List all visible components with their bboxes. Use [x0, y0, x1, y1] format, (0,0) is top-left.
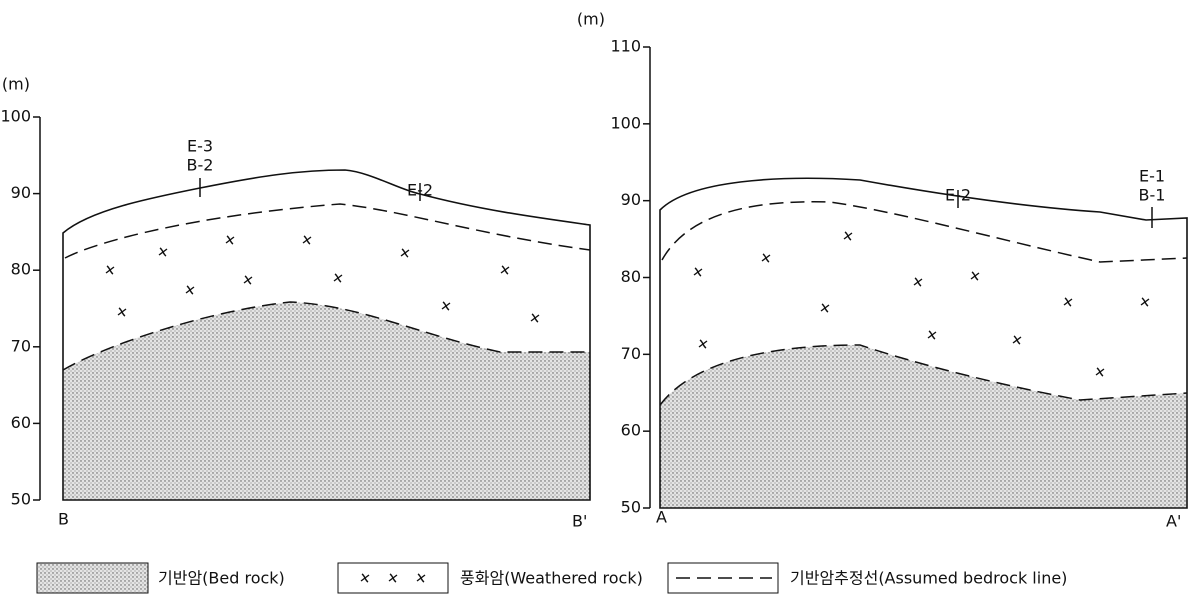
y-tick-label: 80 — [11, 260, 31, 279]
assumed-line — [661, 201, 1188, 263]
borehole-label: E-3 — [187, 137, 213, 156]
weathered-mark — [243, 275, 253, 285]
unit-label: (m) — [2, 75, 30, 94]
weathered-mark — [105, 265, 115, 275]
y-tick-label: 100 — [0, 107, 31, 126]
y-tick-label: 90 — [11, 183, 31, 202]
y-tick-label: 60 — [11, 413, 31, 432]
bedrock-line — [62, 301, 590, 371]
borehole-label: B-2 — [187, 156, 214, 175]
legend-label: 기반암추정선(Assumed bedrock line) — [790, 569, 1067, 588]
weathered-mark — [416, 573, 426, 583]
weathered-mark — [1063, 297, 1073, 307]
weathered-mark — [530, 313, 540, 323]
y-tick-label: 90 — [621, 190, 641, 209]
weathered-mark — [441, 301, 451, 311]
unit-label: (m) — [577, 10, 605, 29]
y-tick-label: 80 — [621, 267, 641, 286]
weathered-mark — [693, 267, 703, 277]
section-a — [659, 177, 1188, 509]
y-tick-label: 60 — [621, 421, 641, 440]
weathered-mark — [1012, 335, 1022, 345]
y-tick-label: 70 — [11, 336, 31, 355]
weathered-mark — [333, 273, 343, 283]
y-tick-label: 110 — [610, 37, 641, 56]
assumed-line — [64, 203, 591, 259]
weathered-mark — [500, 265, 510, 275]
bedrock-area — [63, 302, 590, 500]
legend-weathered-swatch — [337, 562, 449, 594]
weathered-mark — [761, 253, 771, 263]
section-start: B — [58, 510, 69, 529]
weathered-mark — [388, 573, 398, 583]
weathered-mark — [927, 330, 937, 340]
section-b — [62, 169, 591, 501]
weathered-mark — [913, 277, 923, 287]
legend-label: 기반암(Bed rock) — [158, 569, 285, 588]
weathered-mark — [302, 235, 312, 245]
y-tick-label: 50 — [621, 498, 641, 517]
weathered-mark — [360, 573, 370, 583]
weathered-mark — [970, 271, 980, 281]
weathered-mark — [158, 247, 168, 257]
y-tick-label: 100 — [610, 113, 641, 132]
bedrock-line — [659, 344, 1188, 406]
bedrock-area — [660, 345, 1187, 508]
y-tick-label: 50 — [11, 490, 31, 509]
weathered-mark — [1095, 367, 1105, 377]
weathered-mark — [698, 339, 708, 349]
borehole-label: E-1 — [1139, 167, 1165, 186]
section-start: A — [656, 508, 667, 527]
section-end: B' — [572, 512, 587, 531]
weathered-mark — [400, 248, 410, 258]
weathered-mark — [1140, 297, 1150, 307]
weathered-mark — [117, 307, 127, 317]
weathered-mark — [185, 285, 195, 295]
weathered-mark — [225, 235, 235, 245]
section-end: A' — [1166, 512, 1181, 531]
y-tick-label: 70 — [621, 344, 641, 363]
ground-surface — [62, 169, 591, 501]
weathered-mark — [843, 231, 853, 241]
weathered-mark — [820, 303, 830, 313]
legend-label: 풍화암(Weathered rock) — [460, 569, 643, 588]
borehole-label: B-1 — [1139, 186, 1166, 205]
legend-bedrock-swatch — [36, 562, 149, 594]
legend-line-swatch — [667, 562, 779, 594]
ground-surface — [659, 177, 1188, 509]
